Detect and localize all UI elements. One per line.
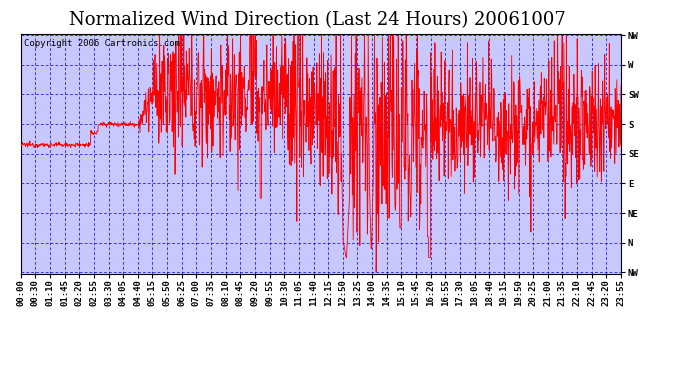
- Text: Copyright 2006 Cartronics.com: Copyright 2006 Cartronics.com: [23, 39, 179, 48]
- Text: Normalized Wind Direction (Last 24 Hours) 20061007: Normalized Wind Direction (Last 24 Hours…: [69, 11, 566, 29]
